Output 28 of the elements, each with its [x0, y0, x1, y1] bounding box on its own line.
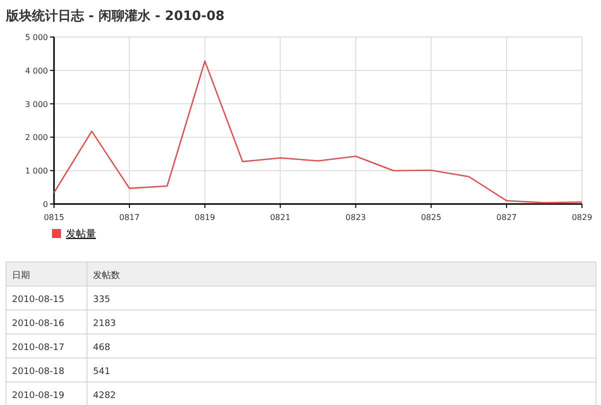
text: 发帖数 — [93, 270, 120, 281]
text: 2010-08-15 — [12, 295, 64, 305]
x-tick-label: 0825 — [420, 213, 442, 222]
x-tick-label: 0817 — [119, 213, 140, 222]
y-tick-label: 3 000 — [25, 100, 48, 109]
legend-label: 发帖量 — [66, 228, 96, 240]
x-tick-label: 0823 — [346, 213, 366, 222]
y-tick-label: 1 000 — [25, 166, 48, 176]
x-tick-label: 0829 — [572, 213, 592, 222]
text: 4282 — [93, 391, 116, 401]
text: 2010-08-17 — [12, 343, 64, 353]
text: 2010-08-19 — [12, 391, 65, 401]
text: 541 — [93, 367, 110, 377]
text: 2183 — [93, 319, 116, 329]
y-tick-label: 0 — [42, 200, 48, 209]
text: 2010-08-16 — [12, 319, 65, 329]
x-tick-label: 0819 — [194, 213, 216, 222]
x-tick-label: 0827 — [496, 213, 517, 222]
y-tick-label: 2 000 — [25, 133, 48, 142]
text: 2010-08-18 — [12, 367, 65, 377]
y-tick-label: 4 000 — [25, 66, 48, 76]
x-tick-label: 0815 — [44, 213, 64, 222]
text: 335 — [93, 295, 110, 305]
y-tick-label: 5 000 — [25, 33, 48, 42]
text: 468 — [93, 343, 110, 353]
text: 日期 — [12, 270, 30, 281]
x-tick-label: 0821 — [270, 213, 290, 222]
chart-title: 版块统计日志 - 闲聊灌水 - 2010-08 — [5, 8, 225, 24]
